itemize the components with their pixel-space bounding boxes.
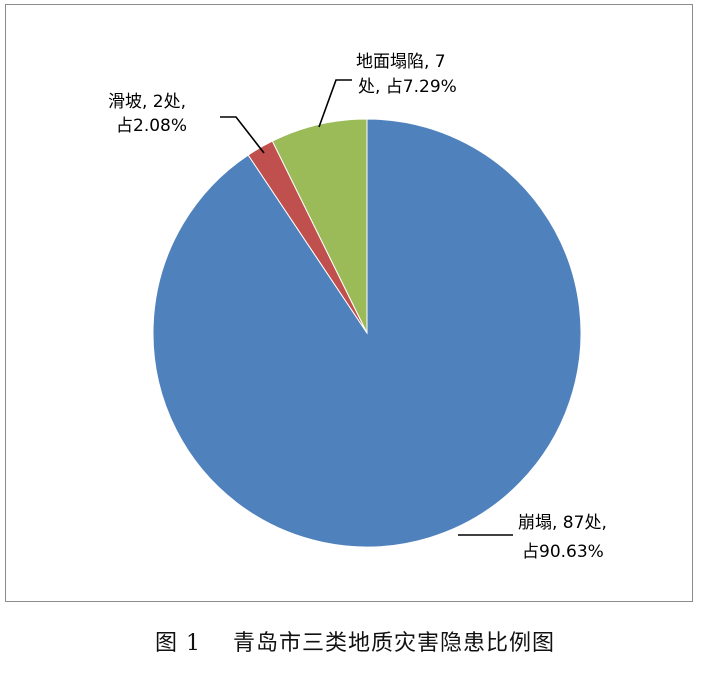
pie-slice-3 [271,118,368,334]
slice-label-1-line-1: 崩塌, 87处, [518,513,607,533]
leader-line-2 [220,116,265,154]
figure-caption: 图 1 青岛市三类地质灾害隐患比例图 [155,631,555,656]
chart-frame: 崩塌, 87处, 占90.63% 滑坡, 2处, 占2.08% 地面塌陷, 7 处, 占7… [5,4,693,602]
slice-label-3-line-2: 处, 占7.29% [358,77,457,97]
pie-chart: 崩塌, 87处, 占90.63% 滑坡, 2处, 占2.08% 地面塌陷, 7 处, 占7… [108,52,607,562]
slice-label-3-line-1: 地面塌陷, 7 [356,52,446,72]
leader-line-3 [318,79,352,128]
slice-label-2-line-1: 滑坡, 2处, [108,92,186,112]
slice-label-2-line-2: 占2.08% [116,116,187,136]
slice-label-1-line-2: 占90.63% [522,542,604,562]
